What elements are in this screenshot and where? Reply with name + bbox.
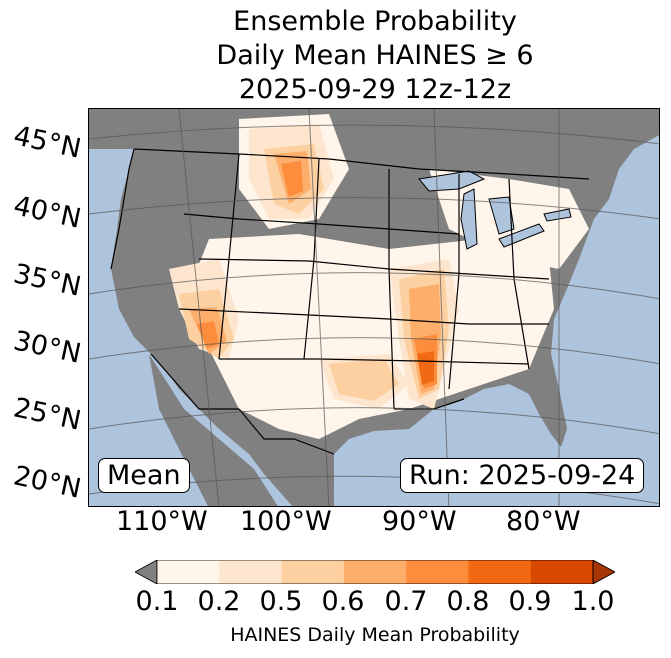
mexico-land [149, 354, 278, 506]
lat-label-35: 35°N [10, 258, 84, 303]
probability-field [169, 114, 589, 439]
stat-label-box: Mean [98, 458, 190, 493]
colorbar-segment-2 [281, 560, 345, 584]
colorbar-label: HAINES Daily Mean Probability [230, 624, 520, 646]
colorbar-tick-4: 0.7 [384, 586, 428, 617]
colorbar-over-arrow [592, 560, 615, 584]
lon-label-80: 80°W [506, 506, 581, 537]
title-line-1: Ensemble Probability [233, 6, 517, 37]
colorbar-segment-6 [530, 560, 594, 584]
lat-label-20: 20°N [10, 460, 84, 505]
colorbar-tick-7: 1.0 [571, 586, 615, 617]
colorbar-tick-6: 0.9 [508, 586, 552, 617]
colorbar-segments [157, 560, 594, 584]
colorbar-tick-0: 0.1 [135, 586, 179, 617]
map-panel[interactable] [88, 108, 660, 507]
lon-label-90: 90°W [382, 506, 457, 537]
colorbar-segment-4 [406, 560, 469, 584]
colorbar-tick-1: 0.2 [197, 586, 241, 617]
map-canvas [89, 109, 659, 506]
colorbar-segment-5 [468, 560, 532, 584]
title-line-2: Daily Mean HAINES ≥ 6 [216, 40, 534, 71]
lat-label-25: 25°N [10, 392, 84, 437]
colorbar [135, 560, 615, 584]
lat-label-40: 40°N [10, 190, 84, 235]
state-borders [110, 148, 590, 455]
lat-label-45: 45°N [10, 120, 84, 165]
colorbar-tick-5: 0.8 [446, 586, 490, 617]
colorbar-segment-0 [157, 560, 220, 584]
lon-label-100: 100°W [240, 506, 332, 537]
florida-peninsula [529, 391, 567, 447]
colorbar-tick-2: 0.5 [259, 586, 303, 617]
colorbar-segment-1 [219, 560, 283, 584]
colorbar-frame [156, 560, 594, 584]
great-lakes [418, 170, 572, 250]
colorbar-segment-3 [343, 560, 407, 584]
lon-label-110: 110°W [116, 506, 208, 537]
run-label-box: Run: 2025-09-24 [400, 458, 645, 493]
lat-label-30: 30°N [10, 325, 84, 370]
colorbar-tick-3: 0.6 [321, 586, 365, 617]
colorbar-under-arrow [135, 560, 158, 584]
title-line-3: 2025-09-29 12z-12z [238, 74, 512, 105]
